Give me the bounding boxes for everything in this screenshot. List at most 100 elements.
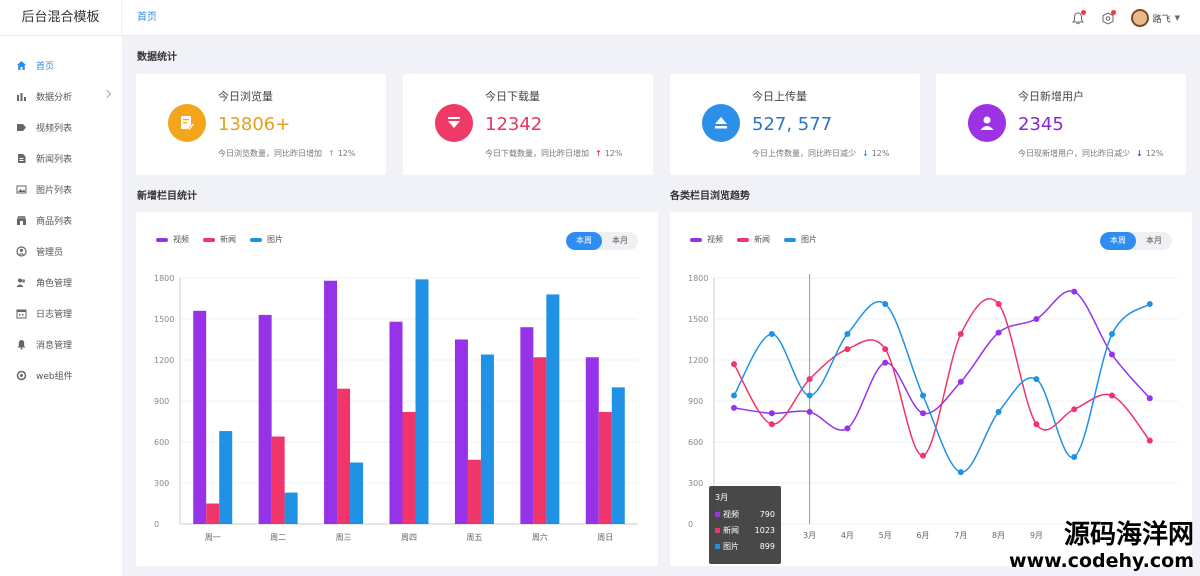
- data-point: [1033, 376, 1040, 383]
- data-point: [1146, 395, 1153, 402]
- data-point: [995, 329, 1002, 336]
- legend-swatch: [156, 237, 168, 242]
- arrow-down-icon: ↓: [862, 149, 869, 158]
- data-point: [957, 331, 964, 338]
- data-point: [844, 331, 851, 338]
- legend-item-image[interactable]: 图片: [250, 234, 283, 245]
- data-point: [995, 408, 1002, 415]
- watermark-title: 源码海洋网: [1063, 520, 1194, 550]
- legend-label: 新闻: [754, 235, 770, 244]
- sidebar-item-label: 商品列表: [36, 217, 73, 227]
- data-point: [882, 346, 889, 353]
- bar-section-title: 新增栏目统计: [137, 191, 197, 202]
- data-point: [1071, 454, 1078, 461]
- x-tick-label: 8月: [992, 531, 1005, 540]
- card-note: 今日浏览数量，同比昨日增加 ↑ 12%: [218, 148, 355, 159]
- tooltip-value: 1023: [754, 525, 775, 535]
- y-tick-label: 0: [688, 520, 693, 529]
- card-note: 今日现新增用户，同比昨日减少 ↓ 12%: [1018, 148, 1163, 159]
- legend-item-news[interactable]: 新闻: [203, 234, 236, 245]
- breadcrumb[interactable]: 首页: [137, 12, 157, 23]
- chart-tooltip: 3月 视频 790 新闻 1023 图片 899: [709, 486, 781, 564]
- y-tick-label: 0: [154, 520, 159, 529]
- notification-bell-icon[interactable]: [1071, 10, 1086, 25]
- data-point: [1033, 316, 1040, 322]
- sidebar-item-home[interactable]: 首页: [0, 50, 122, 81]
- settings-hex-icon[interactable]: [1101, 10, 1116, 25]
- data-point: [768, 410, 775, 417]
- card-note-text: 今日现新增用户，同比昨日减少: [1018, 149, 1130, 158]
- sidebar-item-data-analysis[interactable]: 数据分析: [0, 81, 122, 112]
- toggle-week-button[interactable]: 本周: [1100, 232, 1136, 250]
- data-point: [1071, 288, 1078, 295]
- tooltip-swatch: [715, 543, 720, 549]
- sidebar-item-message-management[interactable]: 消息管理: [0, 329, 122, 360]
- chevron-right-icon: [102, 89, 112, 99]
- tooltip-title: 3月: [715, 493, 729, 502]
- legend-label: 新闻: [220, 235, 236, 244]
- bar: [206, 503, 220, 524]
- user-menu[interactable]: 路飞 ▼: [1130, 9, 1180, 27]
- sidebar-item-label: 管理员: [36, 248, 64, 258]
- legend-label: 图片: [801, 235, 817, 244]
- chart-legend: 视频 新闻 图片: [690, 234, 817, 245]
- sidebar-item-role-management[interactable]: 角色管理: [0, 267, 122, 298]
- data-point: [731, 392, 737, 399]
- legend-swatch: [690, 237, 702, 242]
- data-point: [1146, 437, 1153, 444]
- card-note: 今日下载数量，同比昨日增加 ↑ 12%: [485, 148, 622, 159]
- bar-chart-panel: 视频 新闻 图片 本周 本月 0 300 600 900 1200 1500 1800 周一 周…: [136, 212, 658, 566]
- card-value: 13806+: [218, 114, 291, 135]
- legend-item-news[interactable]: 新闻: [737, 234, 770, 245]
- y-tick-label: 600: [154, 438, 169, 447]
- bar: [467, 459, 481, 524]
- sidebar-item-video-list[interactable]: 视频列表: [0, 112, 122, 143]
- data-point: [844, 425, 851, 432]
- bell-icon: [16, 339, 27, 350]
- data-point: [1109, 351, 1115, 358]
- card-icon-circle: [968, 104, 1006, 142]
- sidebar-item-web-components[interactable]: web组件: [0, 360, 122, 391]
- data-point: [1071, 406, 1078, 413]
- component-icon: [16, 370, 27, 381]
- x-tick-label: 周三: [336, 533, 352, 542]
- data-point: [882, 300, 889, 307]
- sidebar: 首页 数据分析 视频列表 新闻列表 图片列表 商品列表 管理员: [0, 36, 122, 576]
- card-note-text: 今日上传数量，同比昨日减少: [752, 149, 856, 158]
- legend-item-image[interactable]: 图片: [784, 234, 817, 245]
- sidebar-item-news-list[interactable]: 新闻列表: [0, 143, 122, 174]
- data-point: [731, 404, 737, 411]
- bar: [271, 436, 285, 524]
- watermark: 源码海洋网 www.codehy.com: [1009, 522, 1194, 571]
- shop-icon: [16, 215, 27, 226]
- home-icon: [16, 60, 27, 71]
- sidebar-item-image-list[interactable]: 图片列表: [0, 174, 122, 205]
- sidebar-nav: 首页 数据分析 视频列表 新闻列表 图片列表 商品列表 管理员: [0, 36, 122, 391]
- line-chart: 0 300 600 900 1200 1500 1800 3月 4月 5月 6月 7月 8月 9月: [688, 274, 1178, 540]
- toggle-month-button[interactable]: 本月: [612, 236, 628, 245]
- toggle-week-button[interactable]: 本周: [566, 232, 602, 250]
- bar: [389, 321, 403, 524]
- legend-item-video[interactable]: 视频: [156, 234, 189, 245]
- toggle-month-button[interactable]: 本月: [1146, 236, 1162, 245]
- legend-item-video[interactable]: 视频: [690, 234, 723, 245]
- data-point: [768, 331, 775, 338]
- avatar: [1130, 9, 1149, 27]
- caret-down-icon: ▼: [1174, 14, 1180, 22]
- sidebar-item-log-management[interactable]: 日志管理: [0, 298, 122, 329]
- legend-label: 视频: [173, 235, 189, 244]
- sidebar-item-label: 消息管理: [36, 341, 73, 351]
- users-icon: [16, 277, 27, 288]
- card-change: 12%: [1145, 149, 1164, 158]
- tag-icon: [16, 122, 27, 133]
- sidebar-item-product-list[interactable]: 商品列表: [0, 205, 122, 236]
- data-point: [957, 469, 964, 476]
- tooltip-swatch: [715, 527, 720, 533]
- sidebar-item-admin[interactable]: 管理员: [0, 236, 122, 267]
- data-point: [1109, 392, 1115, 399]
- period-toggle: 本周 本月: [1100, 232, 1172, 250]
- app-logo[interactable]: 后台混合模板: [0, 0, 122, 36]
- y-tick-label: 900: [688, 397, 703, 406]
- card-title: 今日上传量: [752, 90, 807, 103]
- arrow-up-icon: ↑: [328, 149, 335, 158]
